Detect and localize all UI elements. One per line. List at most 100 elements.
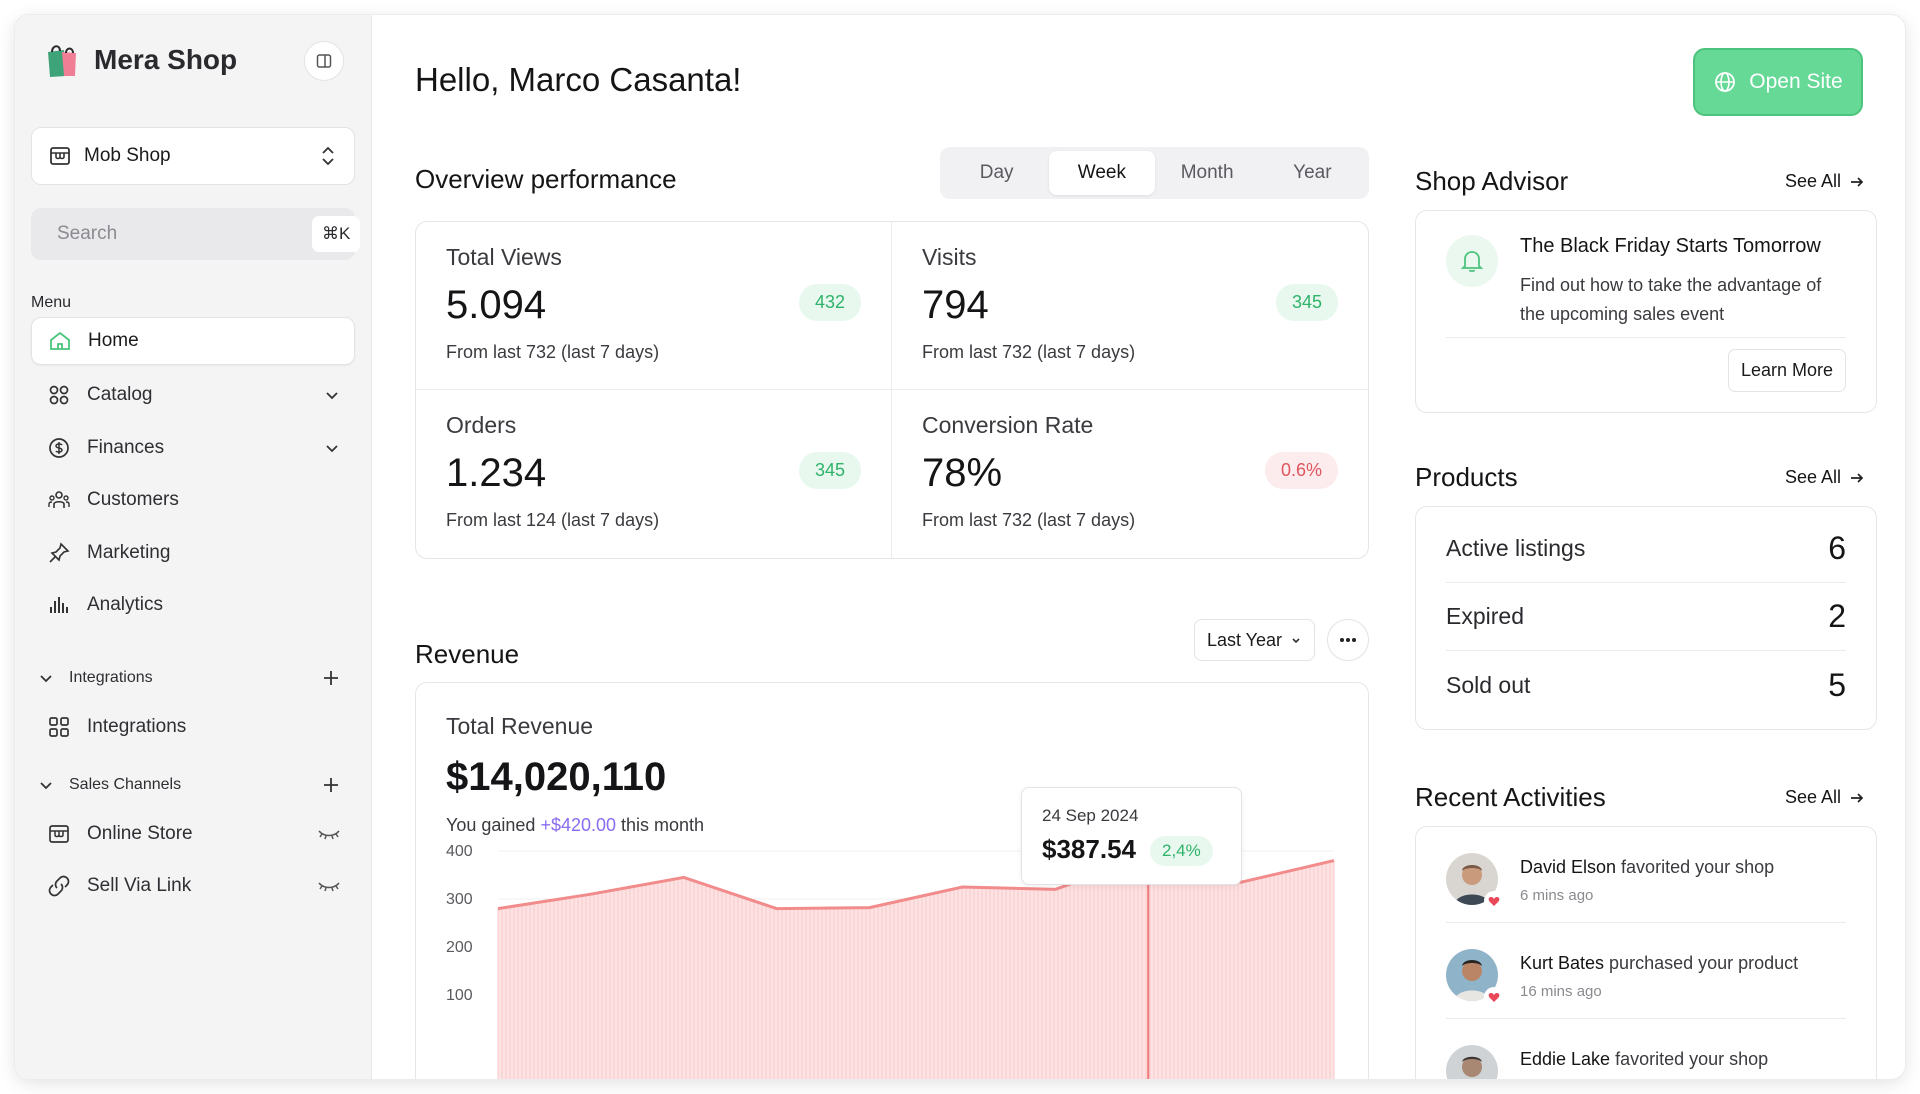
tab-year[interactable]: Year <box>1293 162 1332 183</box>
product-stat-row[interactable]: Sold out 5 <box>1446 651 1846 719</box>
data-point[interactable] <box>495 906 501 912</box>
page-title: Hello, Marco Casanta! <box>415 61 742 98</box>
stat-card-visits: Visits 794 From last 732 (last 7 days) 3… <box>892 222 1368 390</box>
collapse-sidebar-button[interactable] <box>304 41 344 81</box>
activity-item[interactable]: Eddie Lake favorited your shop <box>1446 1019 1846 1079</box>
sales-channels-group-header[interactable]: Sales Channels <box>31 767 355 803</box>
main-content: Hello, Marco Casanta! Open Site Overview… <box>373 15 1905 1079</box>
stat-value: 1.234 <box>446 451 547 495</box>
sidebar-item-label: Analytics <box>87 594 164 615</box>
search-bar[interactable]: ⌘K <box>31 208 361 260</box>
activity-action: purchased your product <box>1604 953 1799 973</box>
more-options-button[interactable] <box>1327 619 1369 661</box>
data-point[interactable] <box>588 891 594 897</box>
dropdown-label: Last Year <box>1206 629 1283 650</box>
tooltip-amount: $387.54 <box>1042 834 1136 864</box>
brand[interactable]: Mera Shop <box>42 39 237 81</box>
shop-advisor-see-all-link[interactable]: See All <box>1785 171 1865 192</box>
stat-title: Orders <box>446 412 517 438</box>
sidebar-item-integrations[interactable]: Integrations <box>31 703 355 751</box>
stat-value: 5.094 <box>446 283 547 327</box>
gain-suffix: this month <box>616 815 705 835</box>
stat-card-total-views: Total Views 5.094 From last 732 (last 7 … <box>416 222 892 390</box>
arrow-right-icon <box>1851 176 1864 187</box>
see-all-label: See All <box>1785 787 1842 807</box>
activity-user-name: Eddie Lake <box>1520 1049 1611 1069</box>
heart-icon <box>1488 897 1500 906</box>
arrow-right-icon <box>1851 472 1864 483</box>
tab-month[interactable]: Month <box>1180 162 1234 183</box>
sidebar-item-home[interactable]: Home <box>31 317 355 365</box>
data-point[interactable] <box>1331 858 1337 864</box>
activities-see-all-link[interactable]: See All <box>1785 787 1865 808</box>
stat-value: 78% <box>922 451 1003 495</box>
dollar-icon <box>49 438 69 458</box>
users-icon <box>48 491 70 508</box>
see-all-label: See All <box>1785 467 1842 487</box>
product-stat-count: 6 <box>1828 530 1846 566</box>
avatar-image <box>1446 949 1498 1001</box>
revenue-gain-text: You gained +$420.00 this month <box>446 815 704 836</box>
activity-item[interactable]: Kurt Bates purchased your product 16 min… <box>1446 923 1846 1019</box>
sidebar-item-analytics[interactable]: Analytics <box>31 581 355 629</box>
data-point[interactable] <box>1052 886 1058 892</box>
link-icon <box>48 875 70 897</box>
hidden-eye-icon[interactable] <box>317 878 341 894</box>
globe-icon <box>1715 72 1736 92</box>
sidebar-item-customers[interactable]: Customers <box>31 476 355 524</box>
activity-time: 16 mins ago <box>1520 983 1602 1000</box>
store-selector[interactable]: Mob Shop <box>31 127 355 185</box>
data-point[interactable] <box>867 905 873 911</box>
shopping-bag-logo-icon <box>48 45 76 77</box>
avatar <box>1446 949 1498 1001</box>
tab-day[interactable]: Day <box>979 162 1014 183</box>
data-point[interactable] <box>774 906 780 912</box>
open-site-button[interactable]: Open Site <box>1693 48 1863 116</box>
stat-footnote: From last 732 (last 7 days) <box>922 342 1136 362</box>
integrations-group-header[interactable]: Integrations <box>31 660 355 696</box>
sidebar-item-label: Sell Via Link <box>87 875 192 896</box>
sidebar-item-finances[interactable]: Finances <box>31 424 355 472</box>
sidebar-item-marketing[interactable]: Marketing <box>31 529 355 577</box>
grid-icon <box>49 717 69 737</box>
sidebar-item-catalog[interactable]: Catalog <box>31 371 355 419</box>
revenue-range-dropdown[interactable]: Last Year <box>1194 619 1315 661</box>
chevron-down-icon <box>1292 638 1300 644</box>
activity-time: 6 mins ago <box>1520 887 1594 904</box>
product-stat-row[interactable]: Active listings 6 <box>1446 515 1846 583</box>
tab-week[interactable]: Week <box>1049 151 1155 195</box>
activity-text: David Elson favorited your shop <box>1520 857 1774 878</box>
activity-item[interactable]: David Elson favorited your shop 6 mins a… <box>1446 827 1846 923</box>
data-point[interactable] <box>959 884 965 890</box>
chevron-down-icon <box>326 445 338 453</box>
sidebar-item-sell-via-link[interactable]: Sell Via Link <box>31 862 355 910</box>
bar-chart-icon <box>50 597 68 613</box>
stat-footnote: From last 124 (last 7 days) <box>446 510 660 530</box>
product-stat-label: Sold out <box>1446 671 1531 698</box>
plus-icon[interactable] <box>321 668 341 688</box>
recent-activities-title: Recent Activities <box>1415 782 1606 812</box>
activities-card: David Elson favorited your shop 6 mins a… <box>1415 826 1877 1079</box>
more-horizontal-icon <box>1340 638 1356 642</box>
product-stat-row[interactable]: Expired 2 <box>1446 583 1846 651</box>
revenue-chart[interactable]: 400 300 200 100 <box>416 683 1369 1079</box>
home-icon <box>50 331 70 350</box>
data-point[interactable] <box>681 874 687 880</box>
search-input[interactable] <box>57 223 302 245</box>
open-site-label: Open Site <box>1749 70 1843 93</box>
stat-badge: 345 <box>1275 284 1338 321</box>
brand-name: Mera Shop <box>94 44 238 75</box>
products-see-all-link[interactable]: See All <box>1785 467 1865 488</box>
store-icon <box>49 825 69 843</box>
y-tick-label: 300 <box>446 891 473 908</box>
gain-prefix: You gained <box>446 815 541 835</box>
plus-icon[interactable] <box>321 775 341 795</box>
hidden-eye-icon[interactable] <box>317 826 341 842</box>
stat-footnote: From last 732 (last 7 days) <box>446 342 660 362</box>
learn-more-button[interactable]: Learn More <box>1727 349 1846 392</box>
stat-badge: 0.6% <box>1264 452 1338 489</box>
store-selector-label: Mob Shop <box>84 145 171 166</box>
activity-user-name: Kurt Bates <box>1520 953 1605 973</box>
activity-action: favorited your shop <box>1610 1049 1769 1069</box>
sidebar-item-online-store[interactable]: Online Store <box>31 810 355 858</box>
